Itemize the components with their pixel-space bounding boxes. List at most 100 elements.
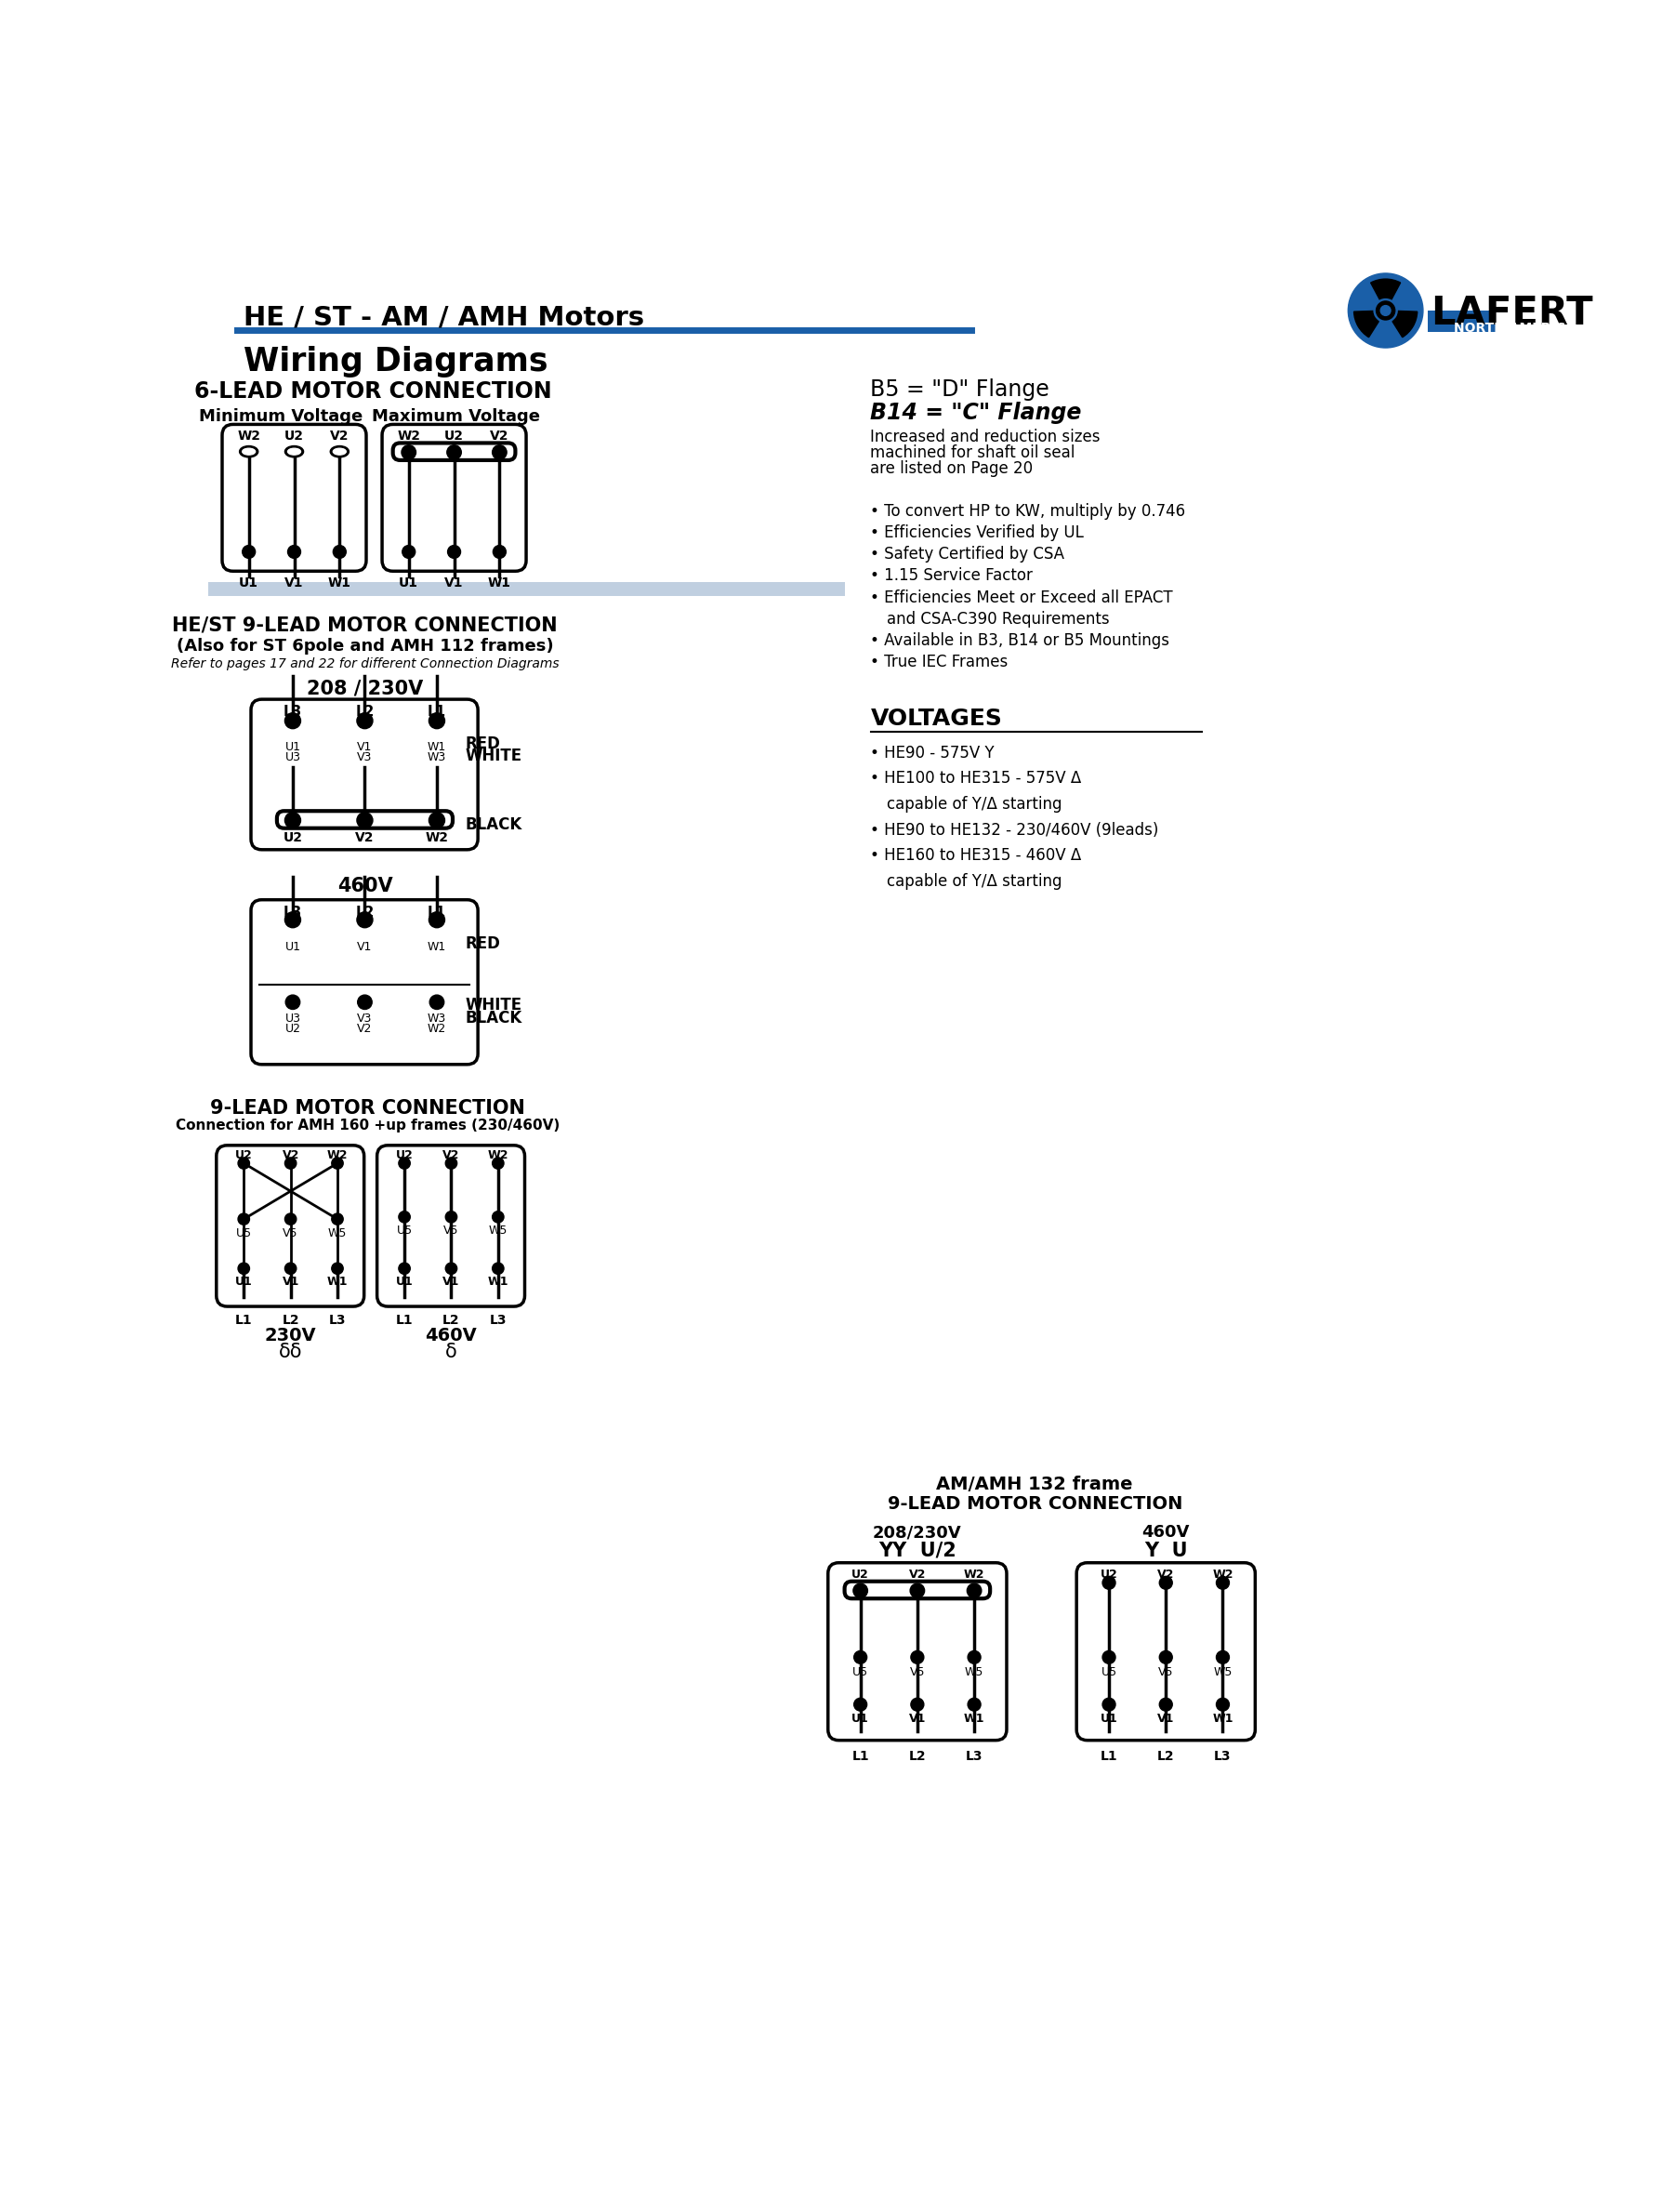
Text: V3: V3 [357,1013,372,1024]
Circle shape [284,712,301,728]
Text: L3: L3 [490,1314,507,1327]
Text: Wiring Diagrams: Wiring Diagrams [244,345,548,378]
Text: L2: L2 [442,1314,460,1327]
Text: W2: W2 [238,429,261,442]
Text: W1: W1 [1212,1712,1233,1725]
Circle shape [911,1699,924,1710]
Circle shape [429,812,445,827]
Circle shape [429,911,445,927]
Text: HE/ST 9-LEAD MOTOR CONNECTION: HE/ST 9-LEAD MOTOR CONNECTION [173,617,557,635]
Text: W3: W3 [427,752,445,763]
Circle shape [357,995,372,1009]
Text: V5: V5 [1158,1666,1173,1679]
Text: L1: L1 [396,1314,414,1327]
Text: W5: W5 [489,1225,507,1237]
Circle shape [853,1584,868,1597]
Text: U2: U2 [851,1568,869,1582]
Text: U1: U1 [1100,1712,1117,1725]
Text: WHITE: WHITE [465,995,522,1013]
Text: W5: W5 [1213,1666,1232,1679]
Circle shape [238,1214,249,1225]
Text: W2: W2 [327,1150,347,1161]
Circle shape [1102,1577,1115,1588]
FancyBboxPatch shape [208,582,846,597]
Text: YY  U/2: YY U/2 [879,1542,956,1559]
Text: 9-LEAD MOTOR CONNECTION: 9-LEAD MOTOR CONNECTION [888,1495,1182,1513]
Text: L2: L2 [909,1750,926,1763]
Ellipse shape [331,447,349,458]
Circle shape [1376,301,1394,321]
Text: W5: W5 [327,1228,347,1239]
Ellipse shape [239,447,258,458]
Circle shape [399,1263,411,1274]
Circle shape [284,911,301,927]
Text: W2: W2 [1212,1568,1233,1582]
Text: W1: W1 [487,1276,509,1287]
Text: • 1.15 Service Factor: • 1.15 Service Factor [871,568,1034,584]
Circle shape [1102,1699,1115,1710]
Text: W2: W2 [487,1150,509,1161]
Text: U5: U5 [236,1228,251,1239]
Text: LAFERT: LAFERT [1431,294,1594,334]
Text: RED: RED [465,936,500,953]
Circle shape [357,911,372,927]
Circle shape [332,1263,342,1274]
Text: U1: U1 [239,577,259,591]
Text: U2: U2 [396,1150,414,1161]
Circle shape [284,1214,296,1225]
Circle shape [911,1650,924,1663]
Circle shape [492,1212,504,1223]
Wedge shape [1355,312,1379,336]
Text: V2: V2 [490,429,509,442]
Circle shape [967,1584,982,1597]
Text: W2: W2 [425,832,449,845]
Text: W2: W2 [427,1022,445,1035]
Text: V1: V1 [442,1276,460,1287]
Text: U2: U2 [1100,1568,1117,1582]
Text: 460V: 460V [337,876,392,896]
Text: U2: U2 [283,832,302,845]
Text: V2: V2 [1157,1568,1175,1582]
Circle shape [402,445,416,460]
Circle shape [447,546,460,557]
Circle shape [445,1212,457,1223]
Text: U2: U2 [234,1150,253,1161]
Text: U2: U2 [284,1022,301,1035]
Text: L3: L3 [1215,1750,1232,1763]
Text: U1: U1 [284,940,301,953]
Wedge shape [1371,279,1401,299]
Circle shape [357,712,372,728]
Text: V5: V5 [444,1225,459,1237]
Text: VOLTAGES: VOLTAGES [871,708,1002,730]
Text: V2: V2 [357,1022,372,1035]
Text: • Available in B3, B14 or B5 Mountings: • Available in B3, B14 or B5 Mountings [871,633,1170,648]
Text: • Efficiencies Meet or Exceed all EPACT: • Efficiencies Meet or Exceed all EPACT [871,588,1173,606]
Text: L2: L2 [1157,1750,1175,1763]
Circle shape [1217,1699,1230,1710]
Circle shape [1160,1577,1172,1588]
Text: B14 = "C" Flange: B14 = "C" Flange [871,400,1082,425]
Text: U1: U1 [399,577,419,591]
Text: L3: L3 [966,1750,982,1763]
Text: W5: W5 [964,1666,984,1679]
Circle shape [357,812,372,827]
FancyBboxPatch shape [216,1146,364,1307]
Text: V1: V1 [1157,1712,1175,1725]
Text: NORTH AMERICA: NORTH AMERICA [1454,321,1576,334]
Text: HE / ST - AM / AMH Motors: HE / ST - AM / AMH Motors [244,305,645,332]
Text: V2: V2 [356,832,374,845]
Text: L1: L1 [1100,1750,1117,1763]
Circle shape [494,546,505,557]
Text: • HE160 to HE315 - 460V Δ: • HE160 to HE315 - 460V Δ [871,847,1082,865]
Text: U2: U2 [284,429,304,442]
Text: 230V: 230V [264,1327,316,1345]
Text: U1: U1 [234,1276,253,1287]
FancyBboxPatch shape [223,425,366,571]
Text: Maximum Voltage: Maximum Voltage [372,409,540,425]
Text: capable of Y/Δ starting: capable of Y/Δ starting [886,874,1062,889]
Text: BLACK: BLACK [465,1009,522,1026]
Text: U3: U3 [284,1013,301,1024]
Text: L1: L1 [427,706,445,719]
Text: U5: U5 [853,1666,868,1679]
Circle shape [854,1650,868,1663]
